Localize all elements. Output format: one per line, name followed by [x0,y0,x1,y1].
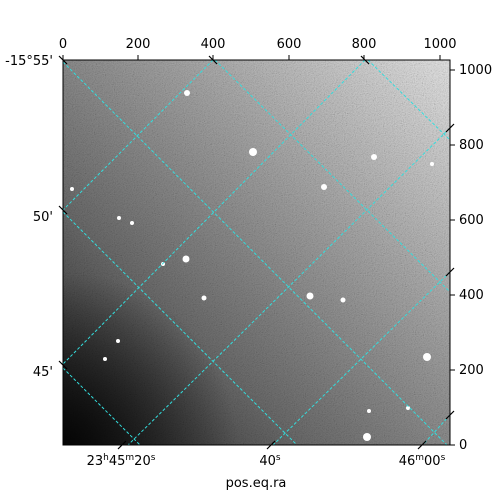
plot-frame [62,59,451,446]
ra-seconds-unit: s [276,453,281,463]
ra-seconds-unit: s [151,453,156,463]
star [182,255,190,263]
star [367,409,371,413]
star [117,216,121,220]
world-ticks [58,55,455,450]
dec-tick-label: 50' [33,210,53,225]
pixel-x-tick-label: 0 [59,37,67,52]
pixel-x-axis: 0 200 400 600 800 1000 [59,37,457,60]
pixel-y-tick-label: 600 [459,213,484,228]
star [371,154,377,160]
pixel-y-tick-label: 1000 [459,63,492,78]
star [70,187,74,191]
ra-axis: 23h45m20s 40s 46m00s [87,453,446,469]
pixel-x-tick-label: 800 [352,37,377,52]
ra-tick-label: 40s [259,453,281,469]
pixel-y-axis: 0 200 400 600 800 1000 [450,63,492,453]
star [321,184,327,190]
sky-image [63,60,450,445]
star [363,433,371,441]
ra-minutes-unit: m [125,453,134,463]
ra-tick-label: 46m00s [399,453,446,469]
star [103,357,107,361]
star [116,339,120,343]
ra-minutes-unit: m [415,453,424,463]
pixel-x-tick-label: 1000 [423,37,456,52]
pixel-x-tick-label: 400 [201,37,226,52]
ra-tick-label: 23h45m20s [87,453,156,469]
ra-hours: 23 [87,454,104,469]
star [130,221,134,225]
star [340,297,346,303]
ra-minutes: 45 [109,454,126,469]
star [249,148,257,156]
star [430,162,434,166]
pixel-y-tick-label: 800 [459,138,484,153]
star [423,353,431,361]
dec-tick-label: 45' [33,365,53,380]
pixel-x-tick-label: 200 [126,37,151,52]
coordinate-grid [63,60,450,445]
ra-seconds-unit: s [441,453,446,463]
star [201,295,207,301]
ra-hours-unit: h [103,453,109,463]
dec-tick-label: -15°55' [5,54,53,69]
pixel-y-tick-label: 0 [459,438,467,453]
ra-minutes: 46 [399,454,416,469]
pixel-y-tick-label: 400 [459,288,484,303]
ra-seconds: 20 [134,454,151,469]
ra-seconds: 00 [424,454,441,469]
star [184,90,190,96]
star [406,406,410,410]
dec-axis: -15°55' 50' 45' [5,54,53,380]
star [306,292,314,300]
x-axis-title: pos.eq.ra [226,476,287,491]
pixel-y-tick-label: 200 [459,363,484,378]
stars [70,90,434,441]
pixel-x-tick-label: 600 [277,37,302,52]
ra-seconds: 40 [259,454,276,469]
